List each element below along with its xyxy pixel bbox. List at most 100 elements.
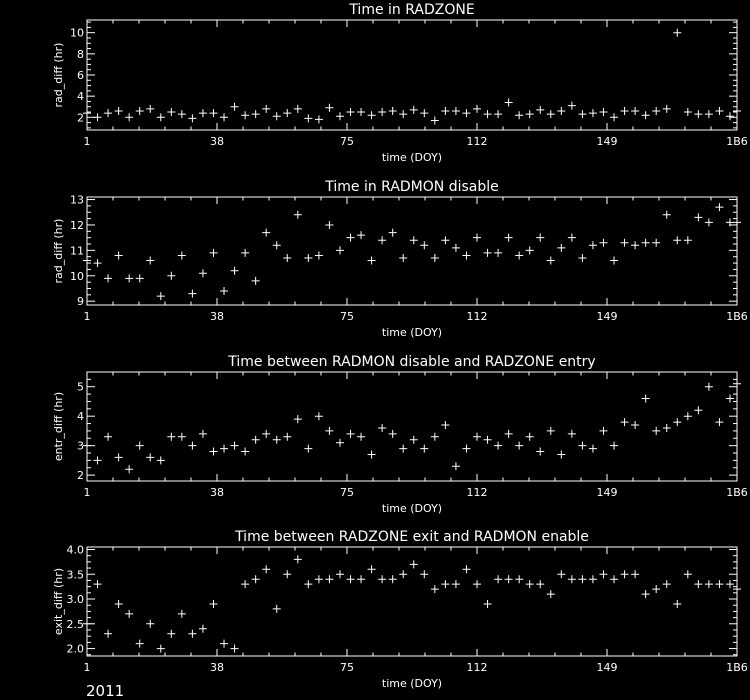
x-tick-label: 75 bbox=[340, 135, 354, 148]
data-point bbox=[251, 435, 260, 444]
data-point bbox=[483, 599, 492, 608]
data-point bbox=[652, 585, 661, 594]
y-tick-label: 12 bbox=[70, 219, 84, 232]
data-point bbox=[588, 241, 597, 250]
data-point bbox=[283, 570, 292, 579]
data-point bbox=[114, 453, 123, 462]
y-tick-label: 10 bbox=[70, 270, 84, 283]
data-point bbox=[733, 379, 741, 388]
data-point bbox=[314, 412, 323, 421]
y-axis-label: rad_diff (hr) bbox=[52, 219, 65, 284]
x-tick-label: 38 bbox=[210, 661, 224, 674]
data-point bbox=[578, 253, 587, 262]
data-point bbox=[673, 28, 682, 37]
data-point bbox=[346, 429, 355, 438]
data-point bbox=[167, 432, 176, 441]
y-tick-label: 3.5 bbox=[67, 568, 85, 581]
data-point bbox=[367, 256, 376, 265]
data-point bbox=[114, 251, 123, 260]
data-point bbox=[525, 246, 534, 255]
plot-frame bbox=[86, 546, 738, 657]
x-tick-label: 1 bbox=[84, 661, 91, 674]
data-point bbox=[462, 251, 471, 260]
data-point bbox=[451, 462, 460, 471]
data-point bbox=[683, 412, 692, 421]
data-point bbox=[230, 644, 239, 653]
data-point bbox=[409, 435, 418, 444]
data-point bbox=[177, 251, 186, 260]
data-point bbox=[504, 429, 513, 438]
data-point bbox=[388, 429, 397, 438]
data-point bbox=[272, 435, 281, 444]
chart-title: Time between RADZONE exit and RADMON ena… bbox=[234, 529, 589, 545]
data-point bbox=[451, 580, 460, 589]
data-point bbox=[314, 575, 323, 584]
x-tick-label: 112 bbox=[467, 135, 488, 148]
data-point bbox=[578, 441, 587, 450]
data-point bbox=[125, 274, 134, 283]
x-tick-label: 112 bbox=[467, 310, 488, 323]
x-tick-label: 38 bbox=[210, 135, 224, 148]
data-point bbox=[93, 456, 102, 465]
data-point bbox=[557, 570, 566, 579]
data-point bbox=[546, 426, 555, 435]
data-point bbox=[557, 450, 566, 459]
data-point bbox=[652, 106, 661, 115]
data-point bbox=[631, 106, 640, 115]
data-point bbox=[652, 426, 661, 435]
data-point bbox=[346, 108, 355, 117]
data-point bbox=[673, 236, 682, 245]
data-point bbox=[325, 426, 334, 435]
data-point bbox=[588, 575, 597, 584]
y-axis-label: exit_diff (hr) bbox=[52, 568, 65, 635]
data-point bbox=[715, 580, 724, 589]
data-point bbox=[704, 110, 713, 119]
data-point bbox=[283, 432, 292, 441]
data-point bbox=[146, 453, 155, 462]
data-point bbox=[536, 580, 545, 589]
x-axis-label: time (DOY) bbox=[382, 151, 442, 164]
data-point bbox=[683, 236, 692, 245]
data-point bbox=[241, 248, 250, 257]
data-point bbox=[430, 432, 439, 441]
x-tick-label: 75 bbox=[340, 310, 354, 323]
data-point bbox=[125, 465, 134, 474]
data-point bbox=[156, 113, 165, 122]
data-point bbox=[620, 570, 629, 579]
x-tick-label: 75 bbox=[340, 661, 354, 674]
data-point bbox=[378, 575, 387, 584]
x-axis-label: time (DOY) bbox=[382, 677, 442, 690]
data-point bbox=[599, 426, 608, 435]
data-point bbox=[83, 109, 91, 118]
data-point bbox=[641, 394, 650, 403]
data-point bbox=[483, 248, 492, 257]
data-point bbox=[378, 108, 387, 117]
data-point bbox=[188, 289, 197, 298]
data-point bbox=[662, 210, 671, 219]
data-point bbox=[694, 213, 703, 222]
x-tick-label: 38 bbox=[210, 310, 224, 323]
data-point bbox=[546, 110, 555, 119]
data-point bbox=[357, 432, 366, 441]
data-point bbox=[588, 444, 597, 453]
data-point bbox=[641, 238, 650, 247]
data-point bbox=[473, 432, 481, 441]
data-point bbox=[462, 565, 471, 574]
data-point bbox=[388, 575, 397, 584]
data-point bbox=[733, 585, 741, 594]
data-point bbox=[462, 444, 471, 453]
data-point bbox=[378, 423, 387, 432]
data-point bbox=[610, 113, 619, 122]
data-point bbox=[146, 104, 155, 113]
y-tick-label: 8 bbox=[77, 48, 84, 61]
data-point bbox=[167, 629, 176, 638]
data-point bbox=[473, 580, 481, 589]
data-point bbox=[156, 292, 165, 301]
x-tick-label: 1B6 bbox=[726, 135, 748, 148]
data-point bbox=[220, 639, 229, 648]
data-point bbox=[694, 110, 703, 119]
y-axis-label: entr_diff (hr) bbox=[52, 392, 65, 461]
y-axis-label: rad_diff (hr) bbox=[52, 43, 65, 108]
y-tick-label: 3 bbox=[77, 440, 84, 453]
